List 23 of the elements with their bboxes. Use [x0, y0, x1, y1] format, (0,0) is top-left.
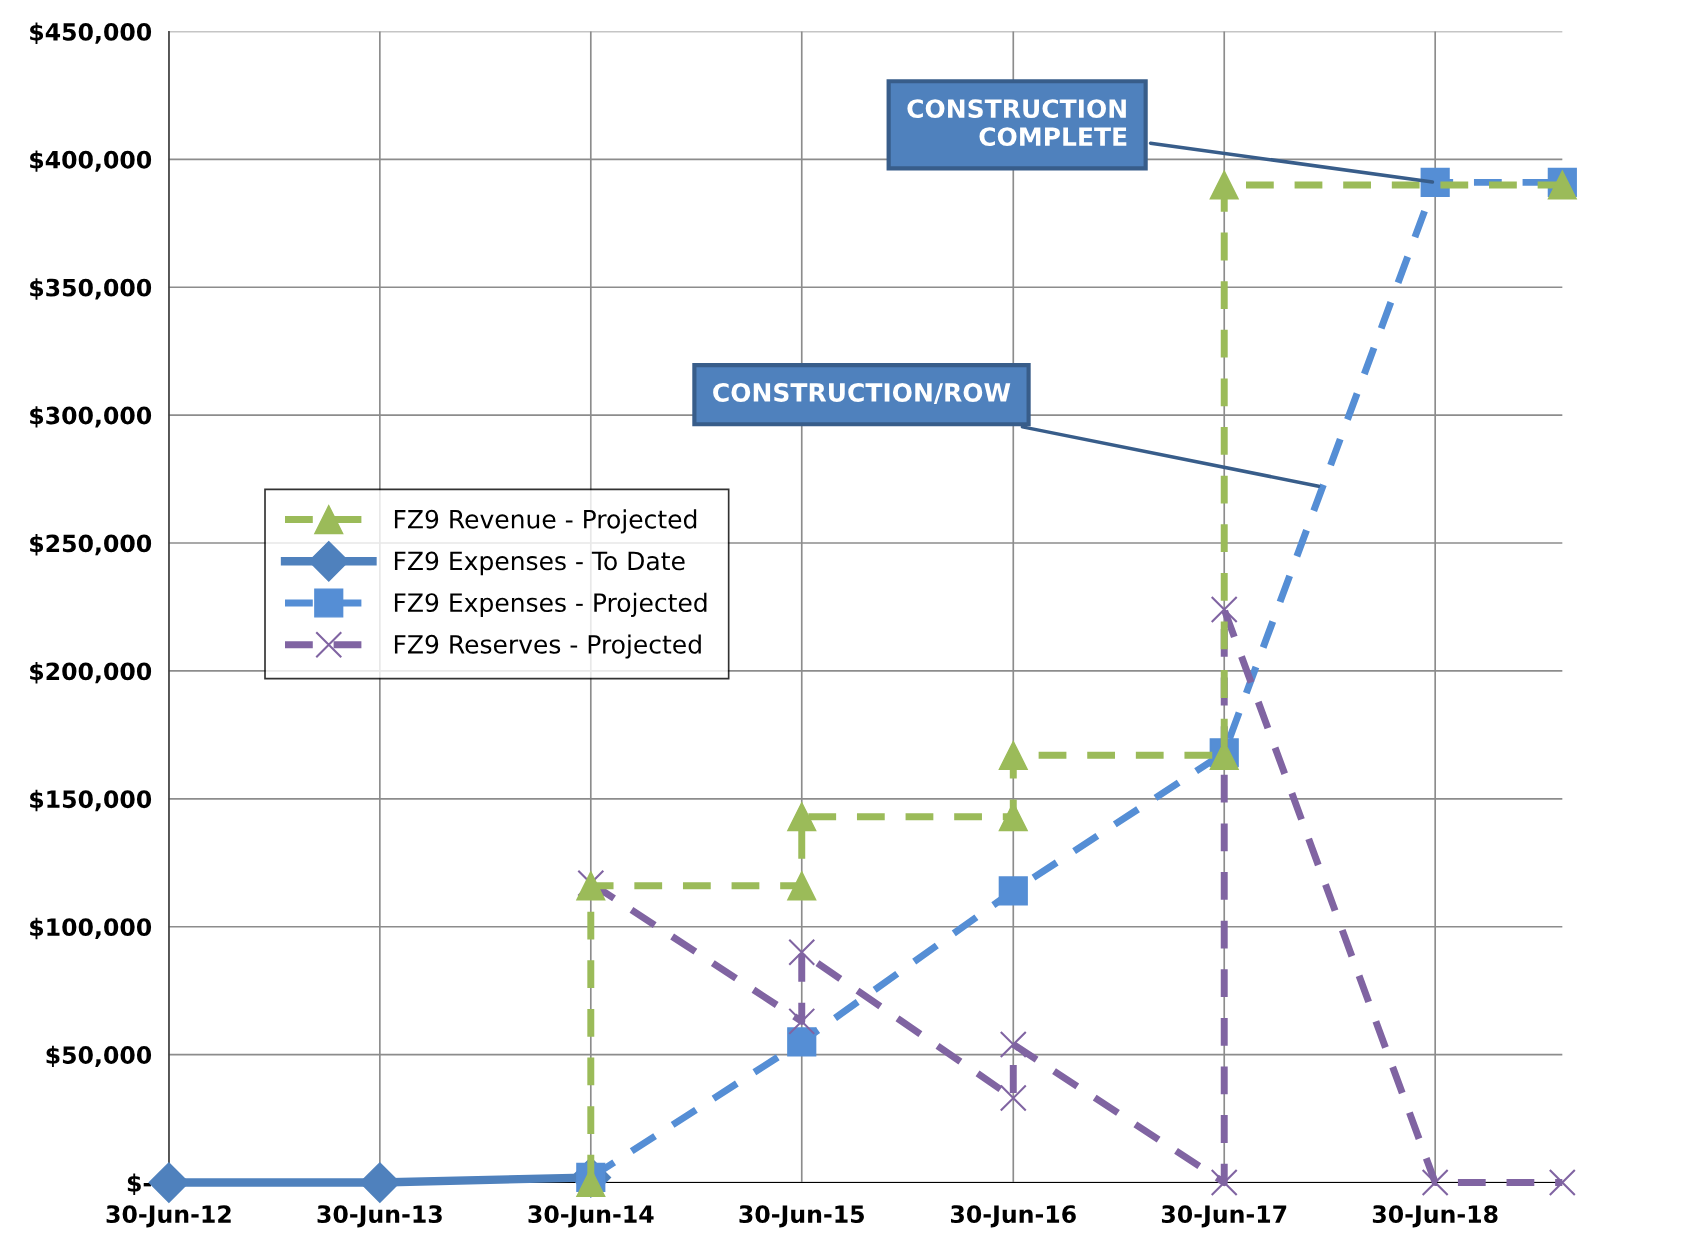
y-tick-label: $200,000	[30, 661, 152, 684]
x-tick-label: 30-Jun-17	[1161, 1205, 1287, 1228]
y-tick-label: $300,000	[30, 406, 152, 428]
annotation: CONSTRUCTION COMPLETE	[907, 99, 1127, 147]
x-tick-label: 30-Jun-18	[1372, 1205, 1498, 1228]
y-tick-label: $-	[127, 1173, 151, 1195]
y-tick-label: $50,000	[46, 1045, 152, 1068]
x-tick-label: 30-Jun-13	[317, 1205, 442, 1228]
x-tick-label: 30-Jun-15	[739, 1205, 864, 1228]
annotation: CONSTRUCTION/ROW	[713, 383, 1011, 404]
legend-label: FZ9 Expenses - Projected	[394, 592, 707, 617]
y-tick-label: $350,000	[30, 278, 152, 300]
y-tick-label: $250,000	[30, 534, 152, 556]
x-tick-label: 30-Jun-14	[528, 1205, 654, 1228]
y-tick-label: $450,000	[30, 22, 152, 44]
legend-label: FZ9 Expenses - To Date	[394, 551, 685, 576]
x-tick-label: 30-Jun-16	[951, 1205, 1076, 1228]
legend-label: FZ9 Reserves - Projected	[394, 634, 701, 659]
x-tick-label: 30-Jun-12	[106, 1205, 231, 1228]
y-tick-label: $150,000	[30, 789, 152, 812]
legend-label: FZ9 Revenue - Projected	[394, 509, 697, 534]
y-tick-label: $100,000	[30, 917, 152, 940]
y-tick-label: $400,000	[30, 150, 152, 172]
